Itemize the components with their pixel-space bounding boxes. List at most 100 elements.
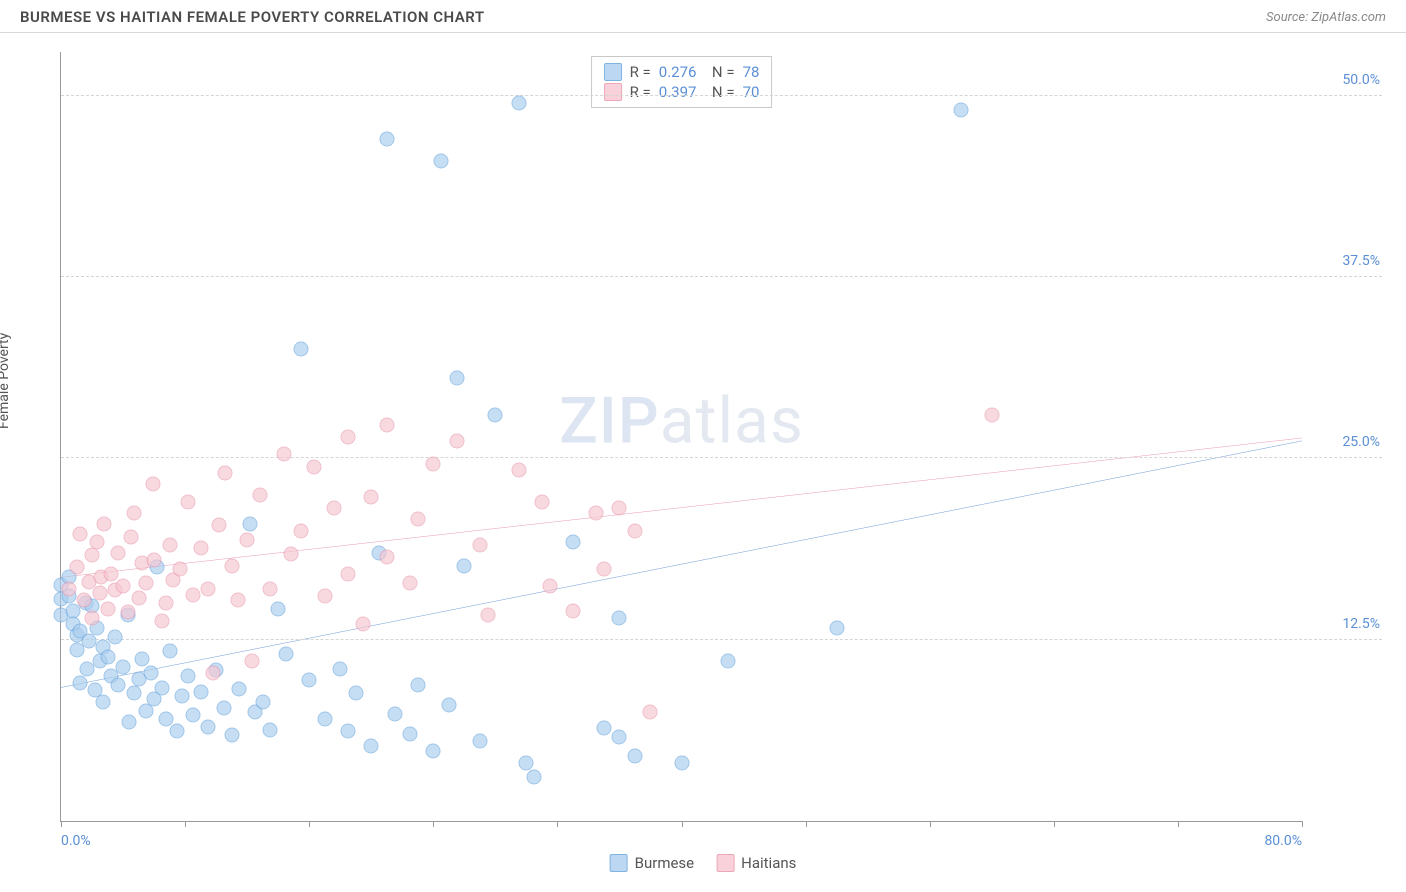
data-point [829, 621, 844, 636]
data-point [193, 541, 208, 556]
data-point [449, 371, 464, 386]
data-point [143, 666, 158, 681]
stat-r-label: R = [630, 63, 651, 81]
data-point [154, 613, 169, 628]
stat-n-value: 70 [743, 83, 760, 101]
data-point [277, 446, 292, 461]
data-point [181, 494, 196, 509]
data-point [174, 689, 189, 704]
data-point [120, 605, 135, 620]
data-point [511, 95, 526, 110]
data-point [356, 616, 371, 631]
stat-r-value: 0.397 [659, 83, 697, 101]
stat-n-label: N = [704, 63, 734, 81]
legend-swatch [604, 83, 622, 101]
x-tick [61, 821, 62, 827]
data-point [263, 722, 278, 737]
stat-n-value: 78 [743, 63, 760, 81]
data-point [185, 708, 200, 723]
watermark-part1: ZIP [559, 384, 660, 459]
data-point [85, 610, 100, 625]
data-point [643, 705, 658, 720]
data-point [159, 596, 174, 611]
stat-n-label: N = [704, 83, 734, 101]
x-tick [1178, 821, 1179, 827]
data-point [627, 748, 642, 763]
data-point [116, 578, 131, 593]
data-point [218, 465, 233, 480]
data-point [181, 668, 196, 683]
plot-region: ZIPatlas R = 0.276 N = 78R = 0.397 N = 7… [60, 52, 1302, 822]
data-point [69, 560, 84, 575]
trend-line [61, 441, 1302, 688]
data-point [953, 103, 968, 118]
data-point [426, 744, 441, 759]
data-point [85, 548, 100, 563]
x-tick [557, 821, 558, 827]
data-point [627, 523, 642, 538]
x-tick [1054, 821, 1055, 827]
data-point [95, 695, 110, 710]
data-point [100, 650, 115, 665]
data-point [185, 587, 200, 602]
x-tick [309, 821, 310, 827]
data-point [379, 417, 394, 432]
data-point [612, 610, 627, 625]
data-point [403, 576, 418, 591]
data-point [434, 153, 449, 168]
legend-bottom: BurmeseHaitians [610, 854, 797, 872]
data-point [403, 726, 418, 741]
legend-swatch [604, 63, 622, 81]
data-point [721, 654, 736, 669]
data-point [92, 586, 107, 601]
data-point [589, 506, 604, 521]
data-point [131, 590, 146, 605]
data-point [480, 607, 495, 622]
data-point [61, 581, 76, 596]
y-axis-label: Female Poverty [0, 333, 12, 429]
data-point [206, 666, 221, 681]
data-point [542, 578, 557, 593]
x-tick-label: 80.0% [1264, 833, 1302, 849]
y-tick-label: 25.0% [1342, 434, 1380, 450]
data-point [126, 686, 141, 701]
data-point [72, 526, 87, 541]
stat-r-value: 0.276 [659, 63, 697, 81]
data-point [89, 535, 104, 550]
data-point [193, 684, 208, 699]
data-point [534, 494, 549, 509]
legend-item: Haitians [716, 854, 796, 872]
data-point [147, 552, 162, 567]
x-tick [806, 821, 807, 827]
data-point [596, 721, 611, 736]
data-point [348, 686, 363, 701]
data-point [154, 680, 169, 695]
legend-swatch [716, 854, 734, 872]
data-point [426, 457, 441, 472]
data-point [379, 549, 394, 564]
data-point [252, 487, 267, 502]
data-point [294, 523, 309, 538]
data-point [173, 561, 188, 576]
data-point [317, 712, 332, 727]
x-tick [433, 821, 434, 827]
x-tick [930, 821, 931, 827]
data-point [511, 462, 526, 477]
x-tick [682, 821, 683, 827]
data-point [596, 561, 611, 576]
data-point [441, 697, 456, 712]
watermark-part2: atlas [660, 384, 804, 459]
data-point [612, 729, 627, 744]
data-point [122, 715, 137, 730]
data-point [565, 535, 580, 550]
data-point [306, 459, 321, 474]
data-point [81, 634, 96, 649]
data-point [278, 647, 293, 662]
watermark: ZIPatlas [559, 384, 804, 459]
gridline-horizontal [61, 457, 1382, 458]
data-point [387, 706, 402, 721]
x-tick [185, 821, 186, 827]
data-point [170, 724, 185, 739]
chart-area: Female Poverty ZIPatlas R = 0.276 N = 78… [12, 42, 1394, 880]
legend-label: Haitians [741, 854, 796, 872]
